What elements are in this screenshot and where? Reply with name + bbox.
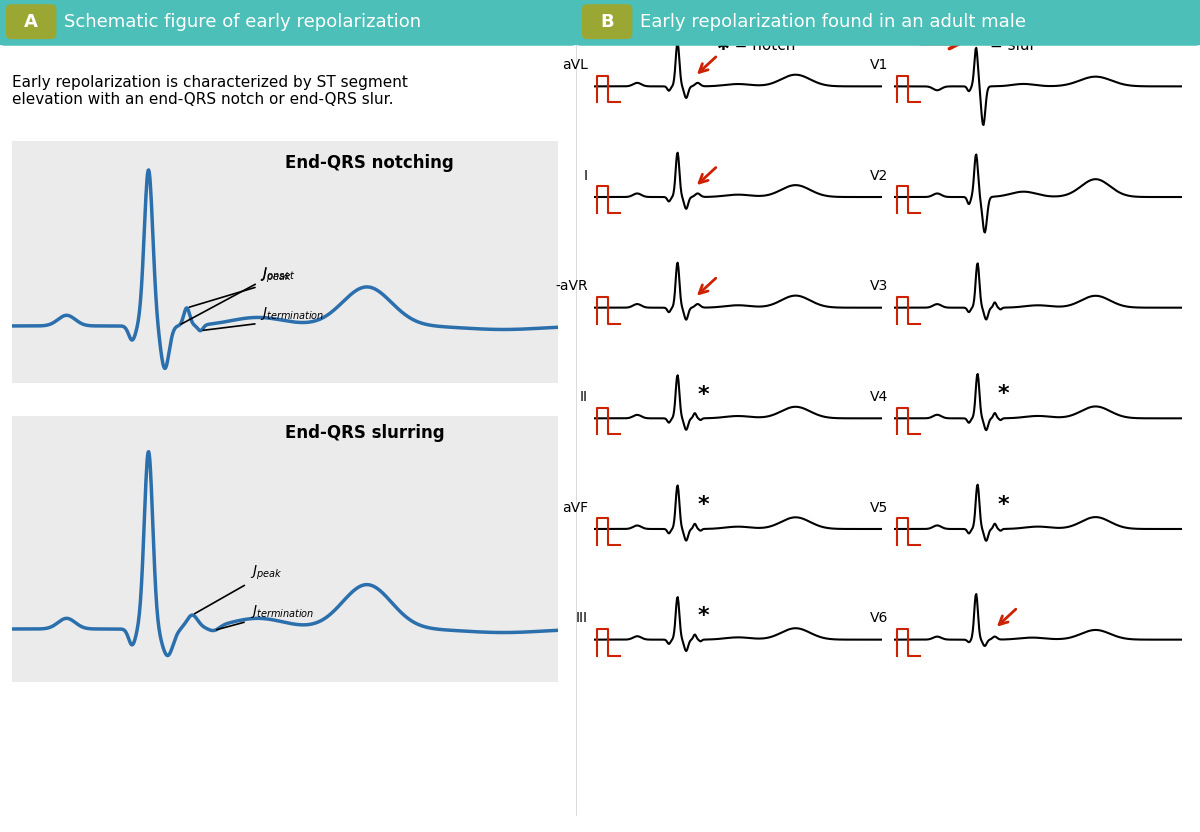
Text: aVF: aVF bbox=[562, 501, 588, 515]
Text: $J_{onset}$: $J_{onset}$ bbox=[260, 265, 296, 281]
Text: $J_{peak}$: $J_{peak}$ bbox=[260, 267, 293, 285]
Text: A: A bbox=[24, 12, 38, 31]
Text: V1: V1 bbox=[870, 58, 888, 72]
Text: *: * bbox=[997, 384, 1009, 404]
Text: = slur: = slur bbox=[990, 38, 1036, 53]
Text: V2: V2 bbox=[870, 169, 888, 183]
Text: $J_{peak}$: $J_{peak}$ bbox=[250, 564, 282, 582]
Text: aVL: aVL bbox=[562, 58, 588, 72]
Text: ✱ = notch: ✱ = notch bbox=[716, 38, 796, 53]
Text: *: * bbox=[697, 384, 709, 404]
Text: V3: V3 bbox=[870, 280, 888, 294]
Text: B: B bbox=[600, 12, 614, 31]
Text: Schematic figure of early repolarization: Schematic figure of early repolarization bbox=[64, 12, 421, 31]
Text: -aVR: -aVR bbox=[556, 280, 588, 294]
Text: Early repolarization found in an adult male: Early repolarization found in an adult m… bbox=[640, 12, 1026, 31]
Text: End-QRS slurring: End-QRS slurring bbox=[286, 424, 445, 442]
Text: Early repolarization is characterized by ST segment
elevation with an end-QRS no: Early repolarization is characterized by… bbox=[12, 75, 408, 107]
Text: V4: V4 bbox=[870, 390, 888, 404]
Text: V6: V6 bbox=[870, 612, 888, 626]
Text: II: II bbox=[580, 390, 588, 404]
Text: V5: V5 bbox=[870, 501, 888, 515]
Text: *: * bbox=[697, 495, 709, 515]
Text: *: * bbox=[697, 606, 709, 626]
Text: $J_{termination}$: $J_{termination}$ bbox=[250, 602, 314, 620]
Text: I: I bbox=[584, 169, 588, 183]
Text: III: III bbox=[576, 612, 588, 626]
Text: *: * bbox=[997, 495, 1009, 515]
Text: $J_{termination}$: $J_{termination}$ bbox=[260, 305, 325, 322]
Text: End-QRS notching: End-QRS notching bbox=[286, 153, 454, 171]
